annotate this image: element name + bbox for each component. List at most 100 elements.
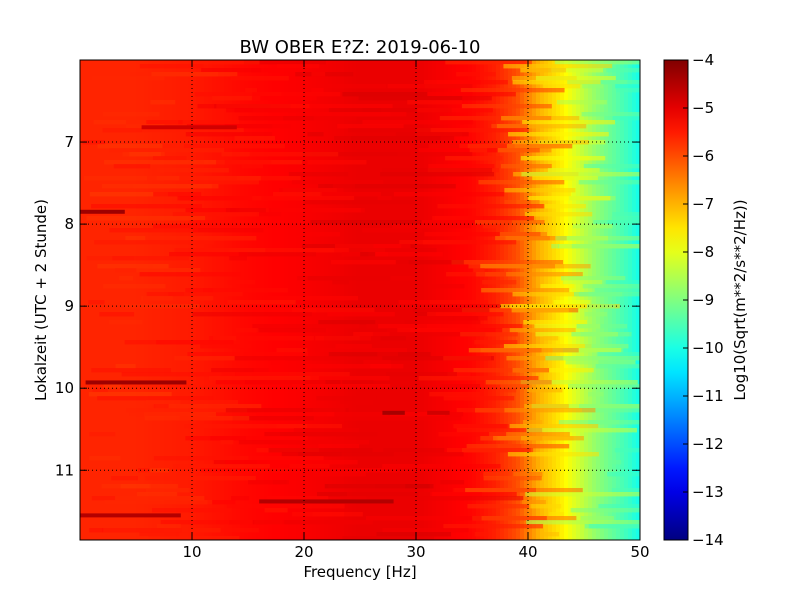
heatmap-streak (482, 280, 517, 285)
heatmap-streak (363, 360, 391, 365)
heatmap-streak (120, 484, 152, 489)
heatmap-streak (434, 216, 535, 221)
heatmap-streak (174, 400, 239, 405)
heatmap-streak (499, 232, 547, 237)
heatmap-streak (348, 128, 431, 133)
heatmap-streak (521, 172, 640, 177)
heatmap-column (84, 60, 89, 540)
heatmap-streak (115, 268, 136, 273)
heatmap-streak (276, 64, 320, 69)
heatmap-streak (397, 328, 496, 333)
heatmap-streak (513, 472, 543, 477)
heatmap-streak (326, 412, 389, 417)
heatmap-column (388, 60, 393, 540)
heatmap-streak (579, 404, 640, 409)
heatmap-streak (115, 496, 205, 501)
heatmap-streak (348, 248, 437, 253)
heatmap-streak (146, 120, 183, 125)
heatmap-streak (307, 160, 367, 165)
heatmap-streak (535, 76, 616, 81)
heatmap-streak (293, 248, 385, 253)
heatmap-streak (585, 344, 629, 349)
y-tick-label: 11 (55, 461, 74, 479)
heatmap-streak (302, 152, 411, 157)
heatmap-streak (377, 196, 392, 201)
heatmap-streak (89, 192, 169, 197)
heatmap-streak (607, 472, 640, 477)
heatmap-column (628, 60, 633, 540)
heatmap-streak (310, 220, 422, 225)
heatmap-streak (512, 140, 589, 145)
heatmap-streak (291, 308, 375, 313)
heatmap-streak (202, 288, 288, 293)
heatmap-streak (189, 220, 240, 225)
heatmap-streak (391, 224, 471, 229)
heatmap-streak (404, 320, 417, 325)
heatmap-streak (153, 224, 240, 229)
heatmap-streak (207, 500, 236, 505)
heatmap-streak (172, 212, 260, 217)
heatmap-streak (136, 492, 178, 497)
heatmap-streak (474, 220, 545, 225)
heatmap-streak (237, 176, 301, 181)
heatmap-column (516, 60, 521, 540)
heatmap-column (604, 60, 609, 540)
heatmap-streak (252, 324, 360, 329)
heatmap-streak (320, 192, 381, 197)
heatmap-streak (185, 436, 308, 441)
spectrogram-heatmap (80, 60, 640, 540)
heatmap-streak (403, 496, 524, 501)
heatmap-streak (609, 460, 622, 465)
heatmap-streak (580, 516, 614, 521)
heatmap-streak (153, 192, 202, 197)
heatmap-streak (468, 348, 579, 353)
heatmap-streak (253, 308, 317, 313)
heatmap-streak (174, 248, 215, 253)
heatmap-streak (505, 236, 550, 241)
heatmap-streak (479, 436, 494, 441)
heatmap-streak (323, 84, 425, 89)
heatmap-column (624, 60, 629, 540)
heatmap-streak (153, 404, 169, 409)
heatmap-streak (412, 308, 490, 313)
heatmap-streak (273, 192, 323, 197)
heatmap-streak (378, 324, 442, 329)
heatmap-column (124, 60, 129, 540)
heatmap-streak (525, 212, 593, 217)
heatmap-streak (558, 244, 640, 249)
heatmap-streak (605, 280, 640, 285)
heatmap-streak (136, 268, 201, 273)
heatmap-streak (574, 292, 640, 297)
heatmap-streak (99, 312, 135, 317)
heatmap-column (496, 60, 501, 540)
heatmap-streak (534, 324, 601, 329)
heatmap-streak (91, 204, 203, 209)
heatmap-streak (123, 304, 200, 309)
heatmap-streak (192, 312, 312, 317)
heatmap-streak (443, 356, 492, 361)
y-tick-label: 9 (64, 297, 74, 315)
heatmap-streak (177, 196, 253, 201)
heatmap-column (504, 60, 509, 540)
heatmap-streak (94, 240, 214, 245)
heatmap-streak (373, 244, 411, 249)
colorbar-tick-label: −9 (692, 291, 714, 309)
heatmap-streak (121, 372, 236, 377)
heatmap-streak (89, 432, 116, 437)
heatmap-streak (611, 488, 640, 493)
heatmap-streak (226, 108, 253, 113)
heatmap-streak (528, 196, 611, 201)
heatmap-streak (91, 368, 172, 373)
heatmap-column (364, 60, 369, 540)
heatmap-streak (429, 392, 481, 397)
heatmap-streak (183, 60, 260, 65)
heatmap-streak (318, 468, 429, 473)
heatmap-streak (417, 108, 493, 113)
heatmap-streak (109, 228, 199, 233)
heatmap-streak (96, 108, 123, 113)
heatmap-streak (453, 368, 550, 373)
heatmap-streak (248, 196, 355, 201)
heatmap-streak (234, 456, 324, 461)
heatmap-streak (386, 372, 457, 377)
heatmap-streak (185, 208, 236, 213)
